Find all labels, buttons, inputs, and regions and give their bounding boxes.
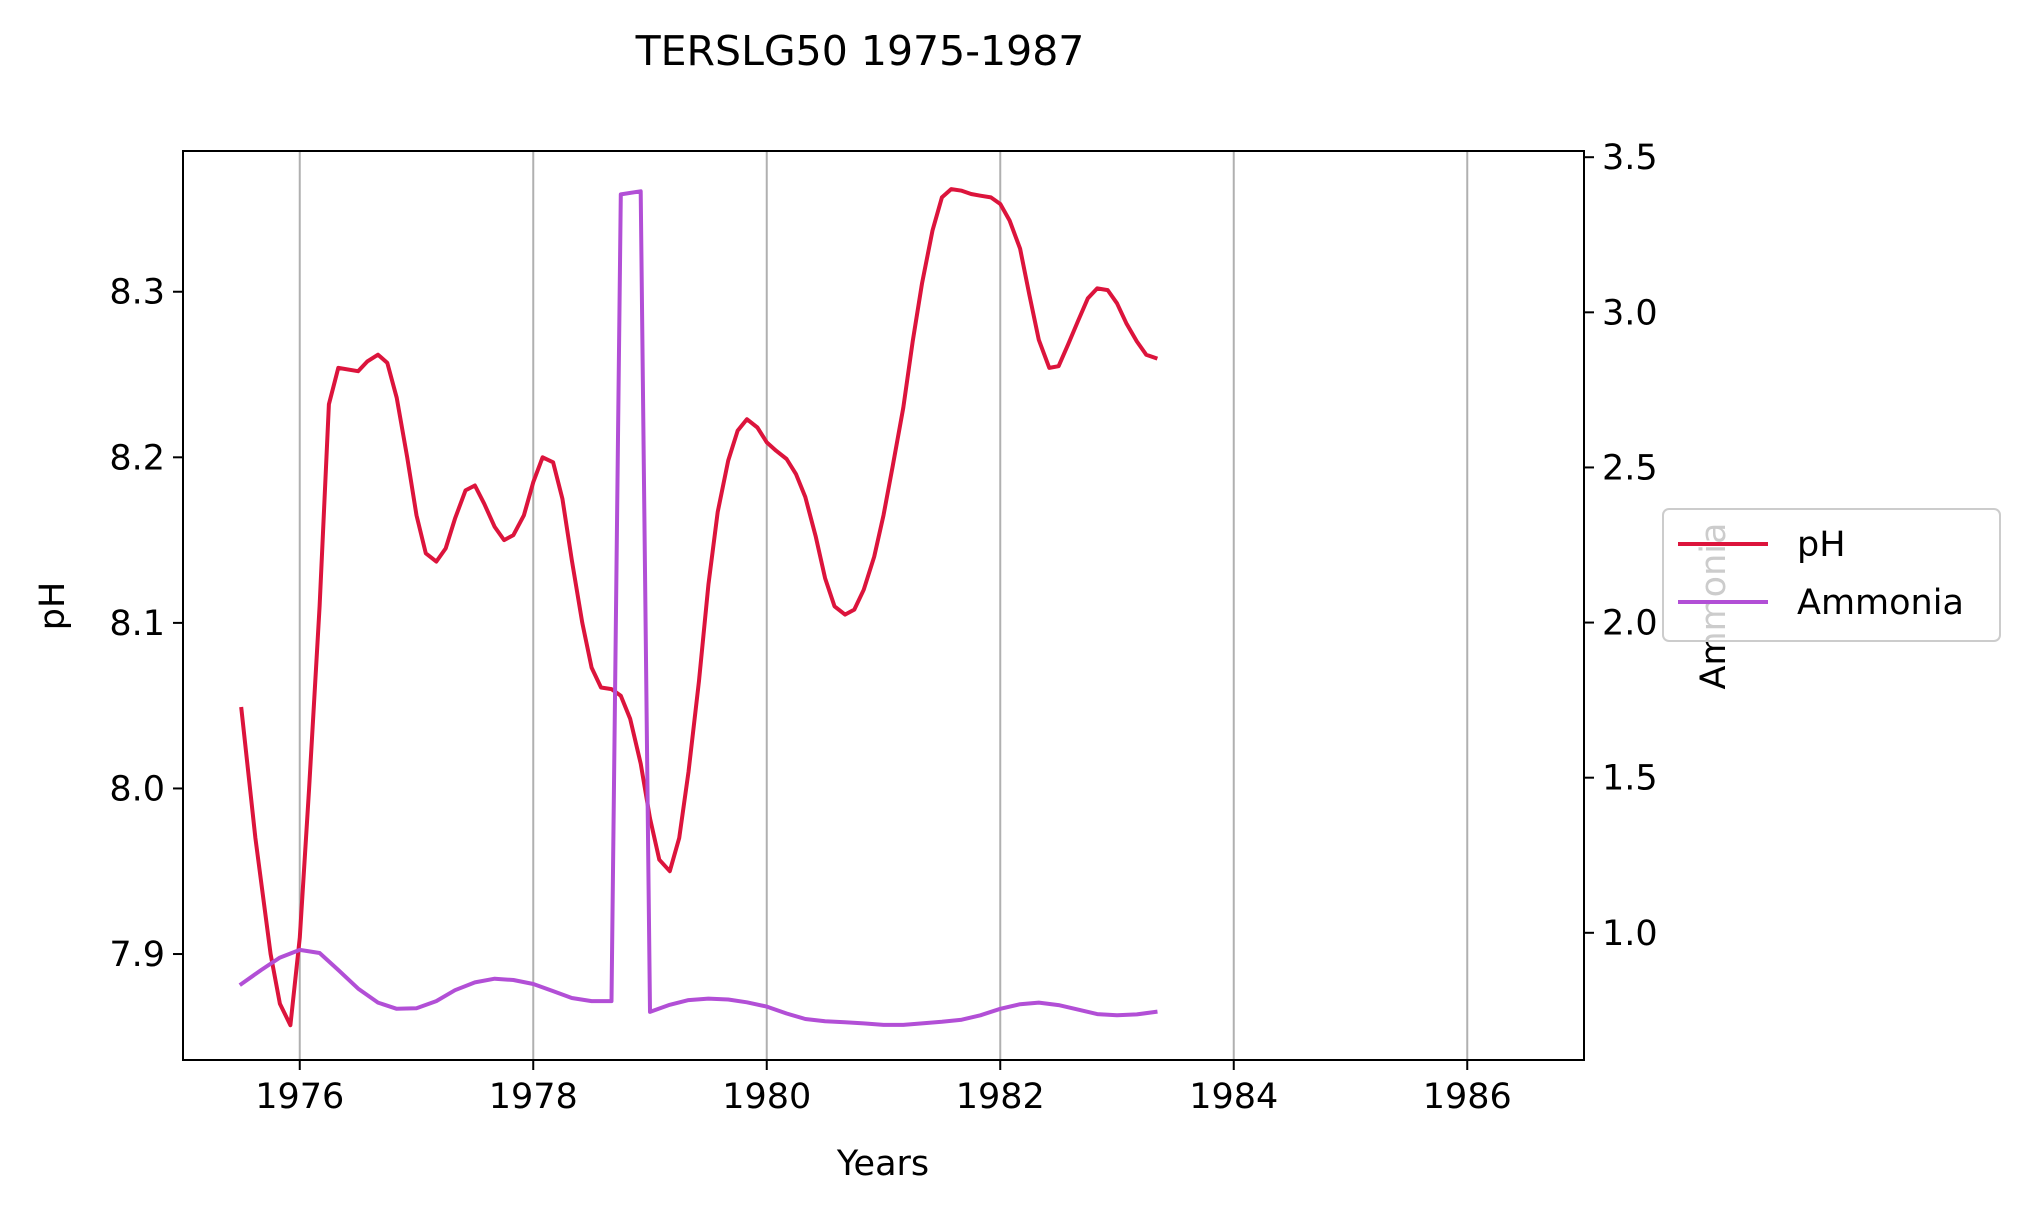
series-line-ph (239, 187, 1159, 1028)
x-gridlines (298, 151, 1469, 1060)
x-tick-label: 1976 (255, 1077, 344, 1117)
legend-label-ph: pH (1797, 525, 1846, 565)
x-axis: 1976 1978 1980 1982 1984 1986 (255, 1060, 1512, 1117)
y-tick-label-right: 3.0 (1602, 293, 1658, 333)
y-tick-label-left: 8.0 (109, 769, 165, 809)
series-line-ammonia (238, 189, 1158, 1027)
chart-title: TERSLG50 1975-1987 (635, 27, 1085, 75)
y-tick-label-left: 7.9 (109, 935, 165, 975)
y-axis-title-left: pH (33, 582, 73, 631)
y-tick-label-right: 1.0 (1602, 914, 1658, 954)
y-axis-right: 1.0 1.5 2.0 2.5 3.0 3.5 (1584, 138, 1658, 954)
y-tick-label-left: 8.1 (109, 604, 165, 644)
y-tick-label-right: 2.0 (1602, 604, 1658, 644)
legend-label-ammonia: Ammonia (1797, 583, 1964, 623)
series-layer (238, 187, 1159, 1028)
y-tick-label-right: 2.5 (1602, 448, 1658, 488)
y-tick-label-right: 1.5 (1602, 759, 1658, 799)
x-tick-label: 1986 (1423, 1077, 1512, 1117)
x-tick-label: 1982 (956, 1077, 1045, 1117)
y-tick-label-right: 3.5 (1602, 138, 1658, 178)
legend: pH Ammonia (1662, 508, 2001, 642)
x-tick-label: 1984 (1189, 1077, 1278, 1117)
y-axis-left: 7.9 8.0 8.1 8.2 8.3 (109, 273, 183, 975)
x-axis-title: Years (836, 1144, 929, 1184)
plot-frame (182, 150, 1585, 1061)
x-tick-label: 1980 (722, 1077, 811, 1117)
y-tick-label-left: 8.2 (109, 438, 165, 478)
x-tick-label: 1978 (489, 1077, 578, 1117)
y-tick-label-left: 8.3 (109, 273, 165, 313)
